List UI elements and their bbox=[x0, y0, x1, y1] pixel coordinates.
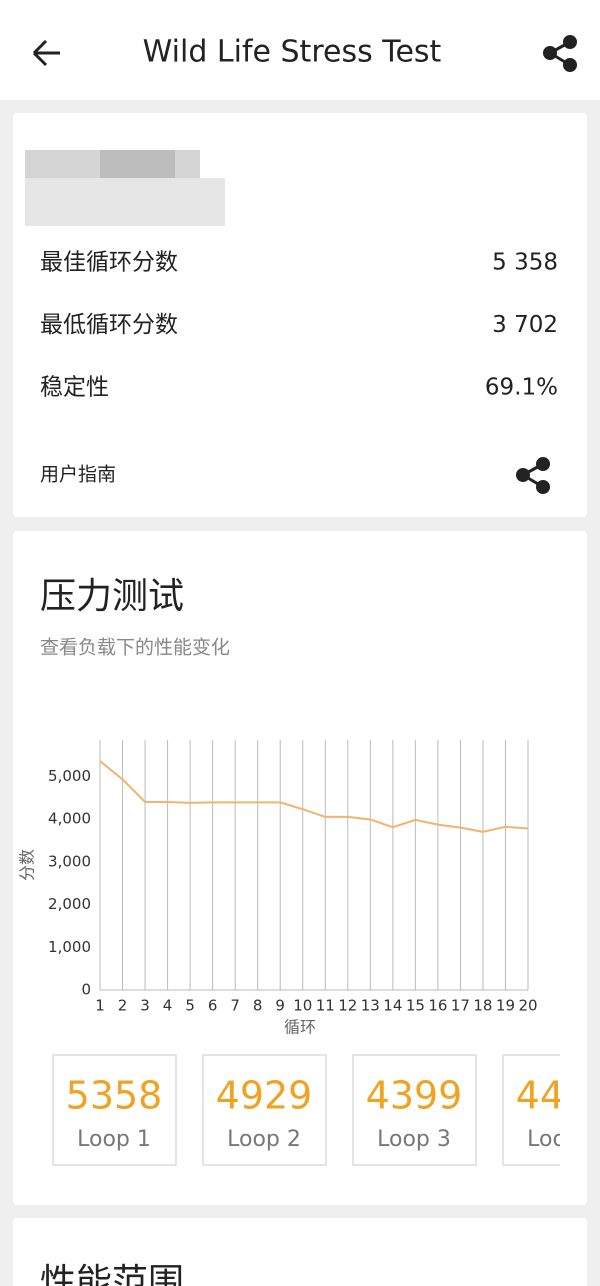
stress-title: 压力测试 bbox=[40, 576, 184, 617]
share-dot bbox=[563, 35, 577, 49]
stress-subtitle: 查看负载下的性能变化 bbox=[40, 637, 230, 659]
loop-card bbox=[202, 1054, 327, 1166]
loop-score: 5358 bbox=[66, 1074, 163, 1118]
x-tick-label: 6 bbox=[208, 997, 218, 1015]
y-tick-label: 4,000 bbox=[48, 810, 91, 828]
guide-share[interactable] bbox=[516, 457, 550, 494]
share-dot bbox=[563, 58, 577, 72]
blurred-device bbox=[25, 150, 225, 226]
app-title: Wild Life Stress Test bbox=[143, 35, 442, 70]
y-tick-label: 5,000 bbox=[48, 767, 91, 785]
series-line bbox=[99, 760, 529, 833]
share-dot bbox=[543, 46, 557, 60]
x-tick-label: 7 bbox=[230, 997, 240, 1015]
loop-label: Loop 4 bbox=[527, 1127, 600, 1152]
share-dot bbox=[516, 468, 530, 482]
x-tick-label: 3 bbox=[140, 997, 150, 1015]
loop-card bbox=[352, 1054, 477, 1166]
y-tick-label: 2,000 bbox=[48, 895, 91, 913]
x-tick-label: 17 bbox=[451, 997, 470, 1015]
x-axis-label: 循环 bbox=[284, 1018, 316, 1037]
stat-value: 5 358 bbox=[492, 250, 558, 276]
x-tick-label: 14 bbox=[383, 997, 402, 1015]
range-title: 性能范围 bbox=[40, 1262, 184, 1286]
loop-card bbox=[52, 1054, 177, 1166]
loop-label: Loop 1 bbox=[77, 1127, 151, 1152]
loop-score: 4399 bbox=[366, 1074, 463, 1118]
share-button[interactable] bbox=[543, 35, 577, 72]
x-tick-label: 15 bbox=[406, 997, 425, 1015]
x-tick-label: 13 bbox=[361, 997, 380, 1015]
loop-label: Loop 2 bbox=[227, 1127, 301, 1152]
stat-value: 3 702 bbox=[492, 312, 558, 338]
y-tick-label: 0 bbox=[81, 981, 91, 999]
x-tick-label: 8 bbox=[253, 997, 263, 1015]
loop-score: 4400 bbox=[516, 1074, 600, 1118]
x-tick-label: 4 bbox=[163, 997, 173, 1015]
x-tick-label: 9 bbox=[275, 997, 285, 1015]
stat-label: 最佳循环分数 bbox=[40, 250, 178, 276]
back-button[interactable] bbox=[32, 39, 60, 67]
y-tick-label: 1,000 bbox=[48, 938, 91, 956]
share-dot bbox=[536, 480, 550, 494]
loop-score: 4929 bbox=[216, 1074, 313, 1118]
app-bar bbox=[0, 0, 600, 100]
x-tick-label: 11 bbox=[316, 997, 335, 1015]
x-tick-label: 2 bbox=[118, 997, 128, 1015]
back-arrow bbox=[32, 39, 60, 67]
blur bbox=[25, 178, 225, 226]
loop-card bbox=[502, 1054, 560, 1166]
stat-label: 稳定性 bbox=[40, 375, 109, 401]
x-tick-label: 5 bbox=[185, 997, 195, 1015]
stat-label: 最低循环分数 bbox=[40, 312, 178, 338]
stat-value: 69.1% bbox=[485, 375, 558, 401]
share-dot bbox=[536, 457, 550, 471]
x-tick-label: 18 bbox=[473, 997, 492, 1015]
y-axis-label: 分数 bbox=[18, 849, 37, 881]
x-tick-label: 1 bbox=[95, 997, 105, 1015]
x-tick-label: 16 bbox=[428, 997, 447, 1015]
x-tick-label: 19 bbox=[496, 997, 515, 1015]
x-tick-label: 10 bbox=[293, 997, 312, 1015]
guide-link[interactable]: 用户指南 bbox=[40, 464, 116, 486]
range-card bbox=[13, 1218, 587, 1286]
loop-label: Loop 3 bbox=[377, 1127, 451, 1152]
y-tick-label: 3,000 bbox=[48, 852, 91, 870]
x-tick-label: 20 bbox=[518, 997, 537, 1015]
x-tick-label: 12 bbox=[338, 997, 357, 1015]
blur bbox=[100, 150, 175, 178]
stress-card bbox=[13, 531, 587, 1205]
